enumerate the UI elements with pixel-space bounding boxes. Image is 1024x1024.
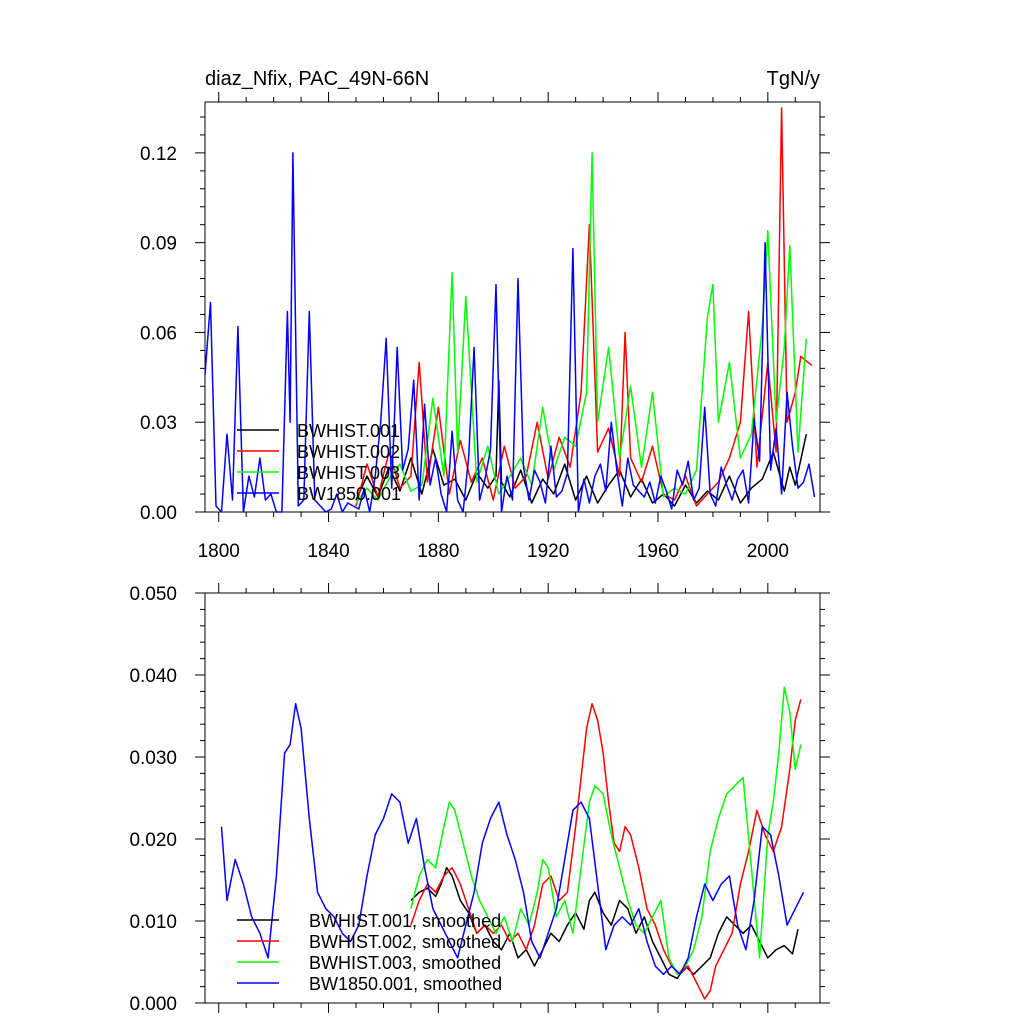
x-tick-label: 1840 xyxy=(307,541,349,562)
x-tick-label: 1800 xyxy=(198,541,240,562)
legend-label: BW1850.001, smoothed xyxy=(309,974,502,994)
y-tick-label: 0.12 xyxy=(140,144,177,165)
y-tick-label: 0.020 xyxy=(129,830,177,851)
x-tick-label: 1880 xyxy=(417,541,459,562)
legend-label: BW1850.001 xyxy=(297,484,401,504)
legend-label: BWHIST.003, smoothed xyxy=(309,953,501,973)
x-tick-label: 1920 xyxy=(527,541,569,562)
y-tick-label: 0.03 xyxy=(140,413,177,434)
x-tick-label: 2000 xyxy=(747,541,789,562)
legend-label: BWHIST.003 xyxy=(297,463,400,483)
legend-label: BWHIST.001 xyxy=(297,421,400,441)
y-tick-label: 0.000 xyxy=(129,994,177,1015)
series-line-2 xyxy=(355,152,808,504)
y-tick-label: 0.09 xyxy=(140,234,177,255)
y-tick-label: 0.030 xyxy=(129,748,177,769)
units-label: TgN/y xyxy=(767,68,820,90)
series-line-1 xyxy=(355,107,813,507)
bottom-panel: 0.000 0.010 0.020 0.030 0.040 0.050 BWHIST.001… xyxy=(129,583,830,1015)
y-tick-label: 0.010 xyxy=(129,912,177,933)
y-tick-label: 0.00 xyxy=(140,503,177,524)
y-tick-label: 0.040 xyxy=(129,666,177,687)
series-line-3 xyxy=(204,152,816,513)
y-tick-label: 0.06 xyxy=(140,323,177,344)
legend-label: BWHIST.001, smoothed xyxy=(309,911,501,931)
chart-title: diaz_Nfix, PAC_49N-66N xyxy=(205,68,429,90)
y-tick-label: 0.050 xyxy=(129,584,177,605)
top-panel: diaz_Nfix, PAC_49N-66N TgN/y 1800 1840 188… xyxy=(140,68,830,562)
legend-label: BWHIST.002 xyxy=(297,442,400,462)
series-line-3 xyxy=(220,702,805,976)
plot-frame xyxy=(204,592,821,1004)
legend-label: BWHIST.002, smoothed xyxy=(309,932,501,952)
plot-frame xyxy=(204,101,821,513)
x-tick-label: 1960 xyxy=(637,541,679,562)
series-line-1 xyxy=(410,699,802,1000)
